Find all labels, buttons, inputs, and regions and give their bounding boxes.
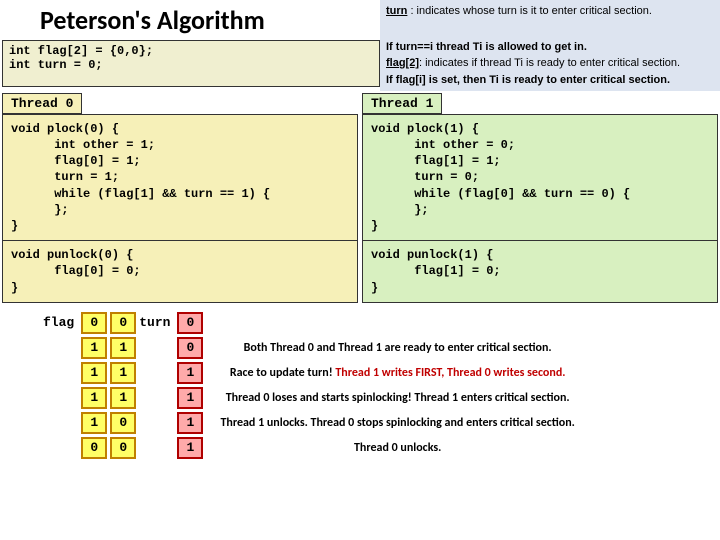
- table-row: 111Race to update turn! Thread 1 writes …: [43, 362, 575, 384]
- legend-bottom: If turn==i thread Ti is allowed to get i…: [380, 38, 720, 91]
- cell-f0: 1: [81, 362, 107, 384]
- cell-f1: 1: [110, 387, 136, 409]
- legend-flag-rule: If flag[i] is set, then Ti is ready to e…: [386, 73, 714, 87]
- decl-line2: int turn = 0;: [9, 58, 373, 72]
- decl-line1: int flag[2] = {0,0};: [9, 44, 373, 58]
- thread1-punlock: void punlock(1) { flag[1] = 0; }: [362, 241, 718, 303]
- cell-f0: 0: [81, 437, 107, 459]
- cell-f0: 1: [81, 337, 107, 359]
- cell-t: 1: [177, 387, 203, 409]
- cell-t: 0: [177, 337, 203, 359]
- state-table: flag 0 0 turn 0 110Both Thread 0 and Thr…: [40, 309, 720, 462]
- turn-header-label: turn: [139, 312, 174, 334]
- flag-header-label: flag: [43, 312, 78, 334]
- cell-f1: 1: [110, 337, 136, 359]
- legend-flag-label: flag[2]: [386, 57, 419, 69]
- thread0-plock: void plock(0) { int other = 1; flag[0] =…: [2, 114, 358, 241]
- declarations-box: int flag[2] = {0,0}; int turn = 0;: [2, 40, 380, 87]
- row-desc: Race to update turn! Thread 1 writes FIR…: [206, 362, 574, 384]
- legend-flag-text: : indicates if thread Ti is ready to ent…: [419, 57, 680, 69]
- cell-f1: 0: [110, 412, 136, 434]
- legend-top: turn : indicates whose turn is it to ent…: [380, 0, 720, 38]
- cell-t: 1: [177, 412, 203, 434]
- table-row: 101Thread 1 unlocks. Thread 0 stops spin…: [43, 412, 575, 434]
- threads-row: Thread 0 void plock(0) { int other = 1; …: [0, 91, 720, 303]
- thread1-col: Thread 1 void plock(1) { int other = 0; …: [360, 91, 720, 303]
- table-header-row: flag 0 0 turn 0: [43, 312, 575, 334]
- decl-wrap: int flag[2] = {0,0}; int turn = 0; If tu…: [0, 38, 720, 91]
- cell-f0: 1: [81, 387, 107, 409]
- table-row: 11 0Both Thread 0 and Thread 1 are ready …: [43, 337, 575, 359]
- legend-turn-rule: If turn==i thread Ti is allowed to get i…: [386, 40, 714, 54]
- cell-header-f0: 0: [81, 312, 107, 334]
- table-row: 00 1Thread 0 unlocks.: [43, 437, 575, 459]
- header-row: Peterson's Algorithm turn : indicates wh…: [0, 0, 720, 38]
- cell-f1: 0: [110, 437, 136, 459]
- thread0-punlock: void punlock(0) { flag[0] = 0; }: [2, 241, 358, 303]
- cell-header-t: 0: [177, 312, 203, 334]
- row-desc: Thread 0 loses and starts spinlocking! T…: [206, 387, 574, 409]
- thread0-col: Thread 0 void plock(0) { int other = 1; …: [0, 91, 360, 303]
- cell-t: 1: [177, 362, 203, 384]
- thread1-plock: void plock(1) { int other = 0; flag[1] =…: [362, 114, 718, 241]
- page-title: Peterson's Algorithm: [0, 0, 380, 38]
- legend-turn-text: : indicates whose turn is it to enter cr…: [407, 5, 652, 17]
- table-row: 111Thread 0 loses and starts spinlocking…: [43, 387, 575, 409]
- row-desc: Thread 1 unlocks. Thread 0 stops spinloc…: [206, 412, 574, 434]
- cell-f0: 1: [81, 412, 107, 434]
- cell-header-f1: 0: [110, 312, 136, 334]
- cell-t: 1: [177, 437, 203, 459]
- cell-f1: 1: [110, 362, 136, 384]
- thread1-label: Thread 1: [362, 93, 442, 114]
- row-desc: Both Thread 0 and Thread 1 are ready to …: [206, 337, 574, 359]
- legend-turn-label: turn: [386, 5, 407, 17]
- thread0-label: Thread 0: [2, 93, 82, 114]
- row-desc: Thread 0 unlocks.: [206, 437, 574, 459]
